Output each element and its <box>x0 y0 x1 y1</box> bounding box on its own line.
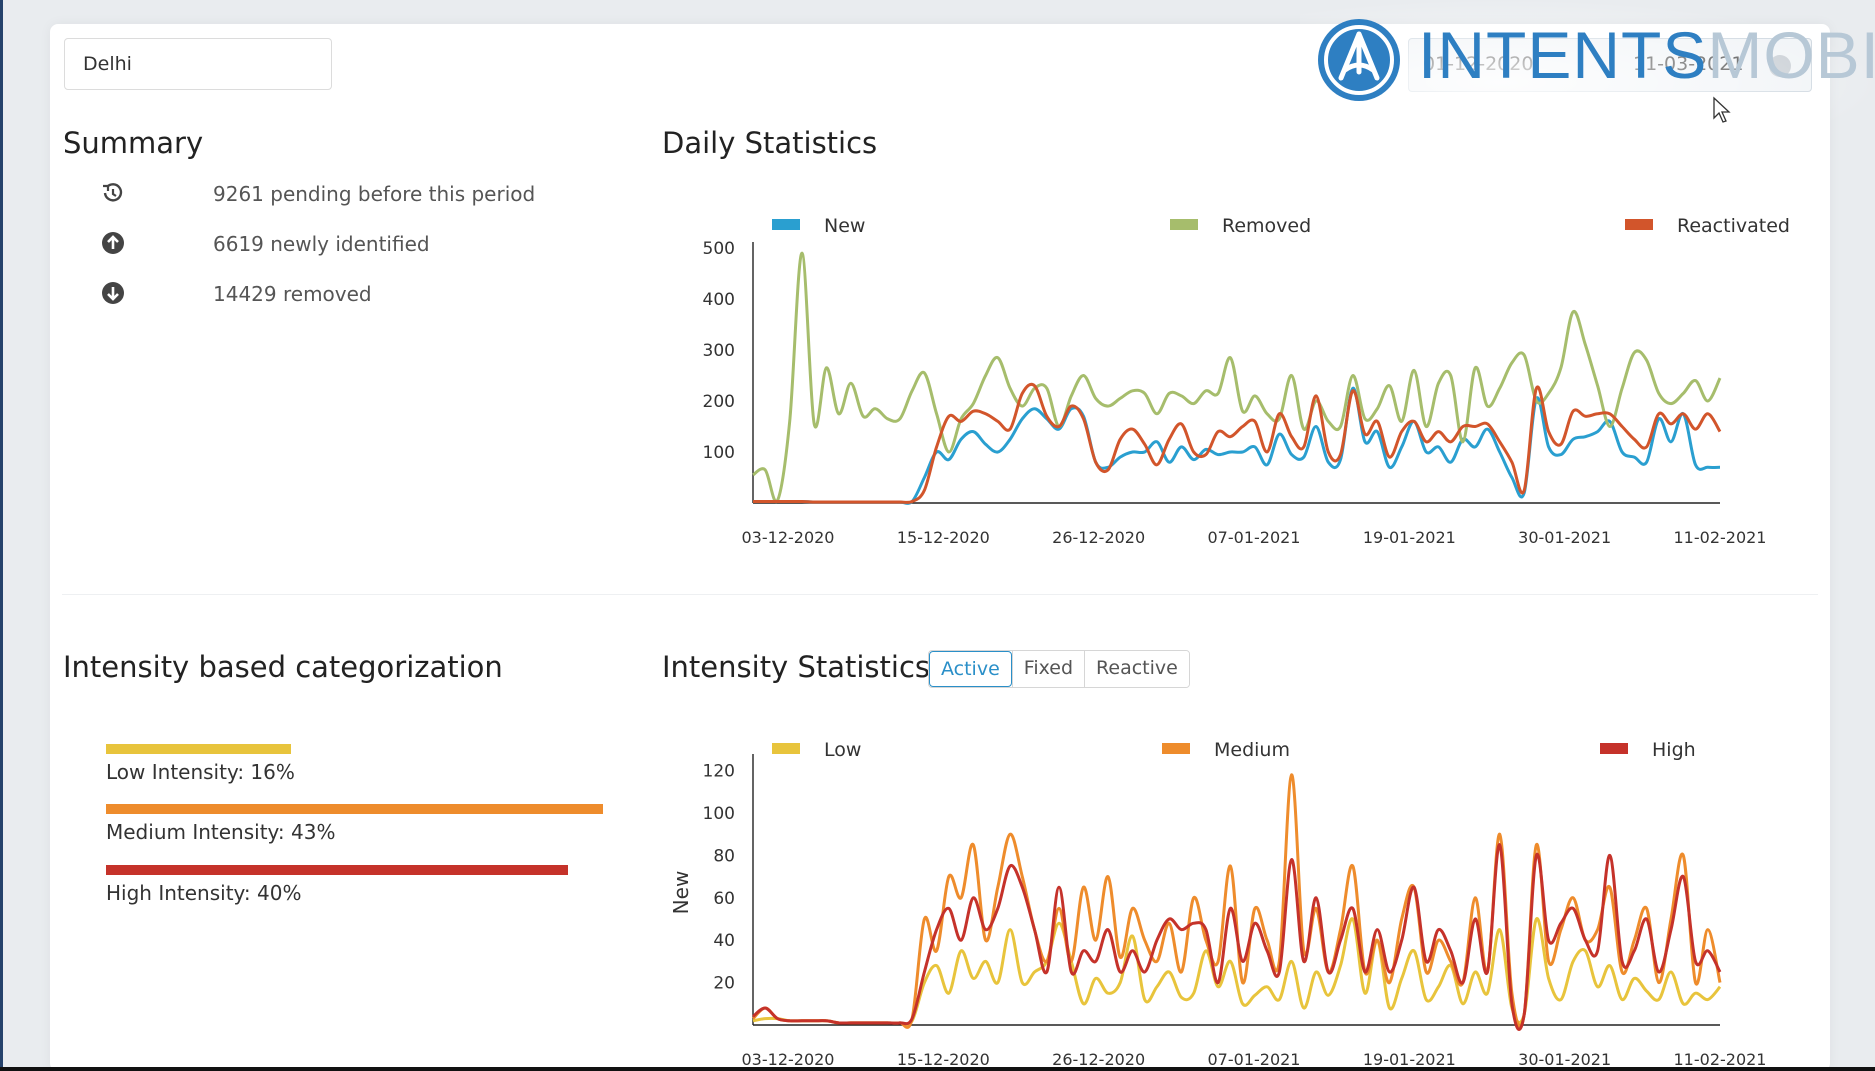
x-tick-label: 07-01-2021 <box>1208 528 1301 547</box>
x-tick-label: 15-12-2020 <box>897 528 990 547</box>
bar-medium-intensity: Medium Intensity: 43% <box>106 804 603 844</box>
brand-logo-text: INTENTSMOBI <box>1418 22 1875 88</box>
history-icon <box>103 183 123 202</box>
y-tick-label: 300 <box>703 341 735 361</box>
summary-item-text: 14429 removed <box>213 282 372 306</box>
tab-active[interactable]: Active <box>929 651 1012 687</box>
intensity-tab-group: Active Fixed Reactive <box>928 650 1190 688</box>
legend-swatch-high[interactable] <box>1600 743 1628 754</box>
legend-swatch-low[interactable] <box>772 743 800 754</box>
window-bottom-edge <box>0 1067 1875 1071</box>
y-tick-label: 20 <box>713 974 735 994</box>
arrow-down-circle-icon <box>102 282 124 304</box>
y-tick-label: 200 <box>703 392 735 412</box>
tab-reactive[interactable]: Reactive <box>1084 651 1189 687</box>
intensity-statistics-title: Intensity Statistics <box>662 650 931 684</box>
bar-medium-label: Medium Intensity: 43% <box>106 820 336 844</box>
mouse-cursor-icon <box>1713 96 1731 123</box>
y-tick-label: 80 <box>713 846 735 866</box>
y-tick-label: 500 <box>703 239 735 259</box>
series-line-removed <box>752 251 1722 504</box>
brand-logo-text-bold: INTENTS <box>1418 18 1708 92</box>
daily-statistics-chart: 100 200 300 400 500 03-12-2020 15-12-2020 26-12… <box>703 215 1790 547</box>
section-divider <box>62 594 1818 595</box>
y-tick-label: 100 <box>703 804 735 824</box>
x-tick-label: 30-01-2021 <box>1518 1050 1611 1067</box>
x-tick-label: 11-02-2021 <box>1674 528 1767 547</box>
brand-logo-icon <box>1318 19 1400 101</box>
legend-label-medium[interactable]: Medium <box>1214 739 1290 761</box>
y-tick-label: 400 <box>703 290 735 310</box>
legend-label-low[interactable]: Low <box>824 739 861 761</box>
legend-label-high[interactable]: High <box>1652 739 1696 761</box>
y-tick-label: 120 <box>703 762 735 782</box>
series-line-new <box>753 386 1721 505</box>
x-tick-label: 30-01-2021 <box>1518 528 1611 547</box>
window-left-edge <box>0 0 3 1071</box>
x-tick-label: 19-01-2021 <box>1363 528 1456 547</box>
legend-swatch-removed[interactable] <box>1170 219 1198 230</box>
city-filter-input[interactable] <box>64 38 332 90</box>
y-axis-title: New <box>669 871 693 915</box>
x-tick-label: 19-01-2021 <box>1363 1050 1456 1067</box>
bar-low-intensity: Low Intensity: 16% <box>106 744 295 784</box>
bar-high-intensity: High Intensity: 40% <box>106 865 568 905</box>
brand-logo-text-light: MOBI <box>1707 18 1875 92</box>
legend-label-reactivated[interactable]: Reactivated <box>1677 215 1790 237</box>
y-tick-label: 40 <box>713 931 735 951</box>
bar-high-fill <box>106 865 568 875</box>
series-line-reactivated <box>753 382 1722 504</box>
legend-swatch-new[interactable] <box>772 219 800 230</box>
x-tick-label: 03-12-2020 <box>742 1050 835 1067</box>
bar-low-label: Low Intensity: 16% <box>106 760 295 784</box>
series-line-medium <box>751 773 1722 1029</box>
series-line-high <box>752 843 1722 1031</box>
intensity-categorization-title: Intensity based categorization <box>63 650 503 684</box>
x-tick-label: 11-02-2021 <box>1674 1050 1767 1067</box>
tab-fixed[interactable]: Fixed <box>1011 651 1085 687</box>
summary-title: Summary <box>63 126 204 160</box>
x-tick-label: 15-12-2020 <box>897 1050 990 1067</box>
summary-item-text: 9261 pending before this period <box>213 182 536 206</box>
legend-swatch-medium[interactable] <box>1162 743 1190 754</box>
y-tick-label: 60 <box>713 889 735 909</box>
x-tick-label: 26-12-2020 <box>1052 528 1145 547</box>
bar-medium-fill <box>106 804 603 814</box>
legend-label-new[interactable]: New <box>824 215 865 237</box>
x-tick-label: 03-12-2020 <box>742 528 835 547</box>
arrow-up-circle-icon <box>102 232 124 254</box>
bar-low-fill <box>106 744 291 754</box>
legend-label-removed[interactable]: Removed <box>1222 215 1311 237</box>
legend-swatch-reactivated[interactable] <box>1625 219 1653 230</box>
bar-high-label: High Intensity: 40% <box>106 881 302 905</box>
x-tick-label: 07-01-2021 <box>1208 1050 1301 1067</box>
daily-statistics-title: Daily Statistics <box>662 126 878 160</box>
y-tick-label: 100 <box>703 443 735 463</box>
summary-item-text: 6619 newly identified <box>213 232 430 256</box>
intensity-statistics-chart: 20 40 60 80 100 120 03-12-2020 15-12-2020 26-12-… <box>669 739 1767 1067</box>
x-tick-label: 26-12-2020 <box>1052 1050 1145 1067</box>
